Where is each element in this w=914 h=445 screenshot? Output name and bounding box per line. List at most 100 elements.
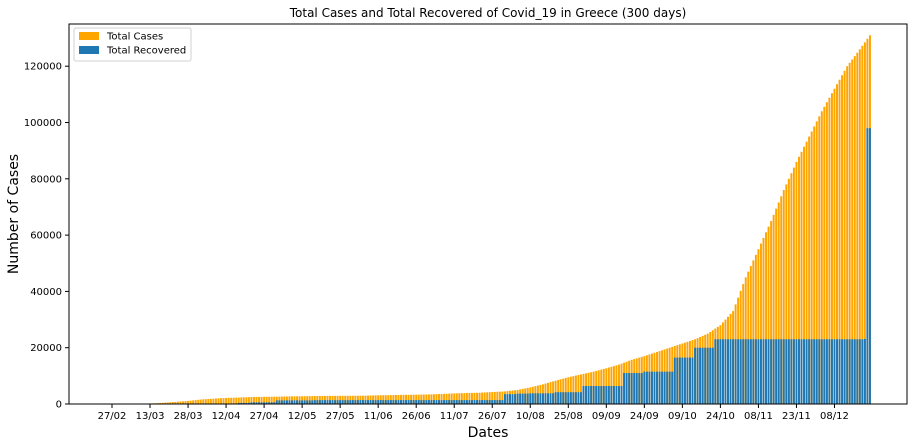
total-cases-bar bbox=[836, 84, 838, 405]
total-recovered-bar bbox=[562, 392, 565, 404]
total-recovered-bar bbox=[610, 385, 613, 404]
total-cases-bar bbox=[757, 249, 760, 404]
total-cases-bar bbox=[422, 394, 425, 404]
total-cases-bar bbox=[247, 397, 250, 404]
total-cases-bar bbox=[382, 395, 385, 404]
total-recovered-bar bbox=[582, 385, 585, 404]
total-cases-bar bbox=[569, 376, 572, 404]
total-recovered-bar bbox=[691, 357, 694, 404]
x-tick-label: 26/06 bbox=[402, 411, 431, 422]
total-recovered-bar bbox=[686, 357, 689, 404]
total-recovered-bar bbox=[658, 371, 661, 404]
total-recovered-bar bbox=[400, 400, 402, 404]
total-cases-bar bbox=[374, 395, 377, 404]
total-recovered-bar bbox=[519, 393, 522, 404]
total-recovered-bar bbox=[503, 394, 506, 404]
total-cases-bar bbox=[321, 395, 324, 404]
total-cases-bar bbox=[458, 393, 461, 404]
total-recovered-bar bbox=[557, 392, 560, 404]
total-cases-bar bbox=[478, 392, 481, 404]
x-tick-label: 24/09 bbox=[630, 411, 659, 422]
total-recovered-bar bbox=[833, 339, 836, 404]
total-recovered-bar bbox=[296, 400, 299, 404]
total-recovered-bar bbox=[620, 385, 623, 404]
total-cases-bar bbox=[379, 395, 382, 404]
total-recovered-bar bbox=[633, 373, 636, 404]
total-recovered-bar bbox=[361, 400, 364, 404]
total-cases-bar bbox=[334, 395, 337, 404]
total-cases-bar bbox=[349, 395, 352, 404]
total-cases-bar bbox=[853, 56, 856, 405]
total-cases-bar bbox=[184, 401, 187, 404]
total-cases-bar bbox=[493, 391, 496, 404]
total-recovered-bar bbox=[356, 400, 359, 404]
total-recovered-bar bbox=[838, 339, 841, 404]
total-recovered-bar bbox=[792, 339, 795, 404]
total-cases-bar bbox=[263, 396, 266, 404]
total-cases-bar bbox=[268, 396, 271, 404]
legend-label: Total Cases bbox=[106, 32, 163, 43]
total-recovered-bar bbox=[699, 347, 702, 404]
total-cases-bar bbox=[402, 394, 405, 404]
total-recovered-bar bbox=[438, 400, 440, 404]
total-recovered-bar bbox=[706, 347, 709, 404]
total-recovered-bar bbox=[694, 347, 697, 404]
total-recovered-bar bbox=[828, 339, 831, 404]
total-cases-bar bbox=[351, 395, 354, 404]
total-recovered-bar bbox=[572, 392, 575, 404]
total-cases-bar bbox=[465, 393, 468, 404]
total-recovered-bar bbox=[851, 339, 854, 404]
total-cases-bar bbox=[384, 395, 387, 404]
total-recovered-bar bbox=[255, 402, 258, 404]
x-tick-label: 11/06 bbox=[364, 411, 393, 422]
x-axis-title: Dates bbox=[468, 425, 509, 441]
total-cases-bar bbox=[782, 190, 785, 404]
total-cases-bar bbox=[316, 396, 319, 404]
total-recovered-bar bbox=[574, 392, 577, 404]
total-recovered-bar bbox=[564, 392, 567, 404]
total-recovered-bar bbox=[863, 338, 866, 404]
total-cases-bar bbox=[217, 398, 220, 404]
total-cases-bar bbox=[415, 394, 418, 404]
total-recovered-bar bbox=[509, 394, 511, 404]
total-recovered-bar bbox=[661, 371, 664, 404]
total-recovered-bar bbox=[539, 393, 542, 404]
total-cases-bar bbox=[288, 396, 291, 404]
total-recovered-bar bbox=[585, 385, 588, 404]
total-recovered-bar bbox=[448, 400, 451, 404]
total-cases-bar bbox=[179, 401, 182, 404]
total-cases-bar bbox=[176, 401, 179, 404]
total-cases-bar bbox=[420, 394, 423, 404]
total-recovered-bar bbox=[749, 339, 752, 404]
total-cases-bar bbox=[448, 393, 451, 404]
total-cases-bar bbox=[833, 88, 836, 405]
total-cases-bar bbox=[828, 97, 831, 404]
total-cases-bar bbox=[861, 45, 864, 405]
y-tick-label: 0 bbox=[56, 400, 62, 411]
total-recovered-bar bbox=[534, 393, 537, 404]
total-recovered-bar bbox=[313, 400, 316, 404]
total-cases-bar bbox=[174, 401, 177, 404]
total-recovered-bar bbox=[868, 128, 871, 404]
total-cases-bar bbox=[397, 394, 400, 404]
total-cases-bar bbox=[618, 364, 620, 404]
total-cases-bar bbox=[354, 395, 357, 404]
total-recovered-bar bbox=[280, 400, 283, 404]
total-cases-bar bbox=[311, 396, 314, 404]
total-recovered-bar bbox=[260, 402, 263, 404]
total-recovered-bar bbox=[737, 339, 740, 404]
total-cases-bar bbox=[430, 394, 433, 404]
total-cases-bar bbox=[830, 93, 833, 405]
total-recovered-bar bbox=[465, 400, 468, 404]
total-cases-bar bbox=[329, 395, 331, 404]
total-cases-bar bbox=[562, 378, 565, 404]
total-recovered-bar bbox=[858, 339, 861, 404]
total-cases-bar bbox=[427, 394, 430, 404]
total-recovered-bar bbox=[384, 400, 387, 404]
total-recovered-bar bbox=[747, 339, 750, 404]
total-recovered-bar bbox=[394, 400, 397, 404]
plot-frame bbox=[68, 23, 908, 405]
total-recovered-bar bbox=[440, 400, 443, 404]
total-recovered-bar bbox=[471, 400, 473, 404]
total-cases-bar bbox=[323, 395, 326, 404]
